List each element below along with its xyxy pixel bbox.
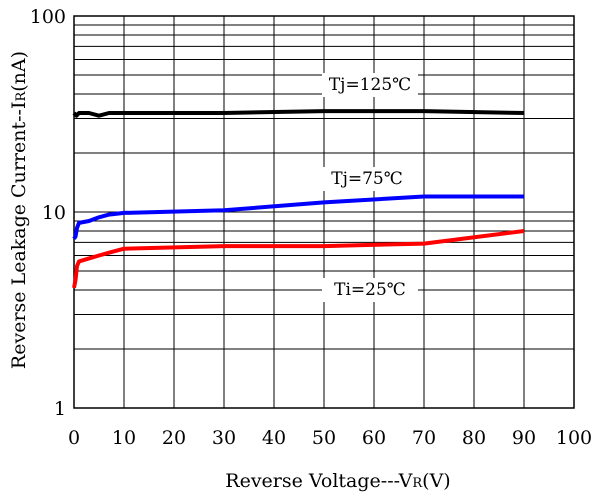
x-axis-label-sub: R	[412, 476, 423, 491]
series-label-1: Tj=75℃	[331, 169, 403, 189]
x-tick-label: 20	[162, 427, 186, 449]
series-label-2: Ti=25℃	[334, 280, 406, 300]
plot-frame	[73, 15, 575, 409]
y-axis-label: Reverse Leakage Current--IR(nA)	[8, 51, 30, 369]
x-tick-label: 70	[412, 427, 436, 449]
x-axis-label-main: Reverse Voltage---V	[225, 470, 412, 492]
series-label-bg-2	[322, 278, 418, 302]
series-line-0	[72, 109, 525, 118]
x-tick-label: 50	[312, 427, 336, 449]
series-labels: Tj=125℃ Tj=75℃ Ti=25℃	[319, 73, 418, 302]
y-tick-labels: 1 10 100	[30, 6, 66, 420]
y-axis-label-sub: R	[14, 91, 29, 102]
x-tick-label: 10	[112, 427, 136, 449]
y-tick-label: 10	[42, 202, 66, 224]
x-axis-label-tail: (V)	[422, 470, 451, 492]
series-label-0: Tj=125℃	[329, 75, 411, 95]
x-tick-label: 40	[262, 427, 286, 449]
x-tick-label: 90	[512, 427, 536, 449]
y-tick-label: 1	[54, 398, 66, 420]
x-axis-label: Reverse Voltage---VR(V)	[225, 470, 450, 492]
y-tick-label: 100	[30, 6, 66, 28]
series-label-bg-1	[319, 167, 415, 191]
series-label-bg-0	[322, 73, 418, 97]
x-tick-label: 100	[556, 427, 592, 449]
series-lines	[72, 109, 525, 289]
series-line-1	[72, 194, 524, 240]
x-tick-label: 60	[362, 427, 386, 449]
series-line-2	[72, 229, 525, 289]
y-axis-label-tail: (nA)	[8, 51, 30, 92]
x-tick-label: 30	[212, 427, 236, 449]
x-tick-labels: 0 10 20 30 40 50 60 70 80 90 100	[68, 427, 592, 449]
y-axis-label-main: Reverse Leakage Current--I	[8, 102, 30, 370]
x-tick-label: 0	[68, 427, 80, 449]
x-tick-label: 80	[462, 427, 486, 449]
